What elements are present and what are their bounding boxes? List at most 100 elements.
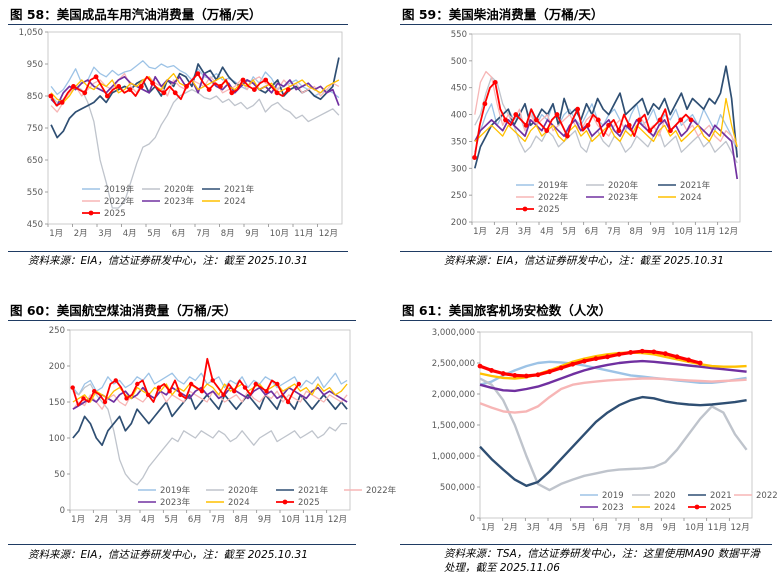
series-point-2025 [82, 90, 88, 96]
legend-label-2019: 2019年 [104, 184, 135, 195]
series-point-2025 [138, 84, 144, 89]
legend-label-2022: 2022年 [104, 196, 135, 207]
y-tick-label: 1,500,000 [432, 421, 475, 431]
series-point-2025 [116, 84, 122, 89]
x-tick-label: 6月 [585, 227, 599, 237]
y-tick-label: 450 [451, 84, 467, 94]
series-point-2025 [195, 71, 201, 76]
legend-label-2021: 2021年 [298, 485, 329, 496]
tsa-chart-svg: 0 500,000 1,000,000 1,500,000 2,000,000 2,500… [432, 328, 778, 533]
series-point-2025 [296, 381, 302, 387]
series-point-2025 [172, 90, 178, 96]
legend-label-2025: 2025 [104, 209, 126, 219]
series-point-2025 [127, 87, 133, 92]
series-point-2025 [135, 381, 140, 387]
series-point-2025 [697, 360, 703, 366]
x-tick-label: 10月 [674, 227, 693, 237]
x-tick-label: 9月 [652, 227, 666, 237]
series-point-2025 [585, 122, 591, 128]
series-point-2025 [639, 348, 645, 354]
series-point-2025 [616, 128, 622, 134]
x-tick-label: 5月 [562, 227, 576, 237]
series-line-2019 [50, 60, 340, 99]
series-point-2025 [48, 93, 54, 99]
series-line-2025 [473, 81, 692, 158]
legend-label-2019: 2019年 [160, 485, 191, 496]
x-tick-label: 7月 [607, 227, 621, 237]
series-point-2025 [626, 122, 632, 128]
x-tick-label: 6月 [172, 229, 186, 239]
series-point-2025 [242, 385, 248, 390]
y-tick-label: 2,000,000 [432, 390, 475, 400]
title-underline [400, 24, 772, 25]
source-rule [8, 251, 348, 252]
series-point-2025 [167, 389, 172, 394]
x-tick-label: 7月 [211, 515, 225, 525]
legend-label-2020: 2020年 [228, 485, 259, 496]
series-point-2025 [59, 100, 65, 105]
source-rule [8, 544, 356, 545]
series-line-2019 [72, 372, 348, 396]
legend-label-2022: 2022 [756, 491, 778, 501]
series-point-2025 [523, 373, 529, 379]
x-tick-label: 3月 [518, 227, 532, 237]
x-tick-label: 3月 [118, 515, 132, 525]
series-point-2025 [647, 128, 653, 134]
series-point-2025 [263, 77, 269, 83]
chart-source: 资料来源：TSA，信达证券研发中心，注：这里使用MA90 数据平滑处理，截至 2… [444, 548, 760, 574]
diesel-chart-svg: 200 250 300 350 400 450 500 550 1月 2月 3月 4月 5月 6月 7月 8月… [451, 30, 741, 237]
y-tick-label: 250 [49, 326, 65, 336]
y-tick-label: 950 [27, 60, 43, 70]
legend-marker-2025 [522, 206, 528, 212]
series-point-2025 [477, 363, 483, 369]
series-point-2025 [500, 371, 506, 376]
series-point-2025 [161, 90, 167, 96]
series-point-2025 [513, 112, 519, 117]
series-point-2025 [184, 84, 189, 89]
series-point-2025 [605, 354, 610, 360]
series-point-2025 [570, 361, 576, 367]
chart-source: 资料来源：EIA，信达证券研发中心，注：截至 2025.10.31 [28, 255, 308, 267]
series-point-2025 [503, 117, 508, 123]
series-point-2025 [678, 117, 684, 123]
legend-label-2023: 2023年 [608, 192, 639, 203]
x-tick-label: 8月 [640, 523, 654, 533]
series-point-2025 [492, 79, 498, 85]
title-underline [8, 320, 356, 321]
legend-marker-2025 [88, 210, 94, 216]
series-point-2025 [558, 365, 564, 371]
series-point-2025 [188, 381, 194, 387]
plot-area [47, 31, 343, 225]
x-tick-label: 7月 [617, 523, 631, 533]
series-point-2025 [156, 385, 162, 390]
legend-label-2024: 2024 [680, 193, 702, 203]
x-tick-label: 3月 [526, 523, 540, 533]
legend-label-2024: 2024 [654, 503, 676, 513]
legend-label-2022: 2022年 [538, 192, 569, 203]
series-point-2025 [218, 84, 223, 89]
x-tick-label: 11月 [294, 229, 313, 239]
series-line-2021 [479, 395, 747, 487]
x-tick-label: 1月 [49, 229, 63, 239]
x-tick-label: 2月 [95, 515, 109, 525]
x-tick-label: 4月 [540, 227, 554, 237]
legend-label-2025: 2025 [710, 503, 732, 513]
x-tick-label: 10月 [281, 515, 300, 525]
legend-label-2024: 2024 [224, 197, 246, 207]
y-tick-label: 350 [451, 137, 467, 147]
series-point-2025 [232, 389, 237, 394]
x-tick-label: 9月 [662, 523, 676, 533]
series-point-2025 [104, 93, 110, 99]
series-point-2025 [275, 381, 280, 387]
y-tick-label: 400 [451, 111, 467, 121]
series-point-2025 [512, 373, 518, 378]
series-point-2025 [535, 372, 541, 378]
series-point-2025 [264, 389, 269, 394]
legend-label-2021: 2021年 [224, 184, 255, 195]
y-tick-label: 2,500,000 [432, 359, 475, 369]
source-rule [400, 544, 772, 545]
source-rule [400, 251, 772, 252]
y-tick-label: 1,000,000 [432, 452, 475, 462]
series-point-2025 [674, 354, 680, 360]
series-point-2025 [81, 396, 86, 401]
